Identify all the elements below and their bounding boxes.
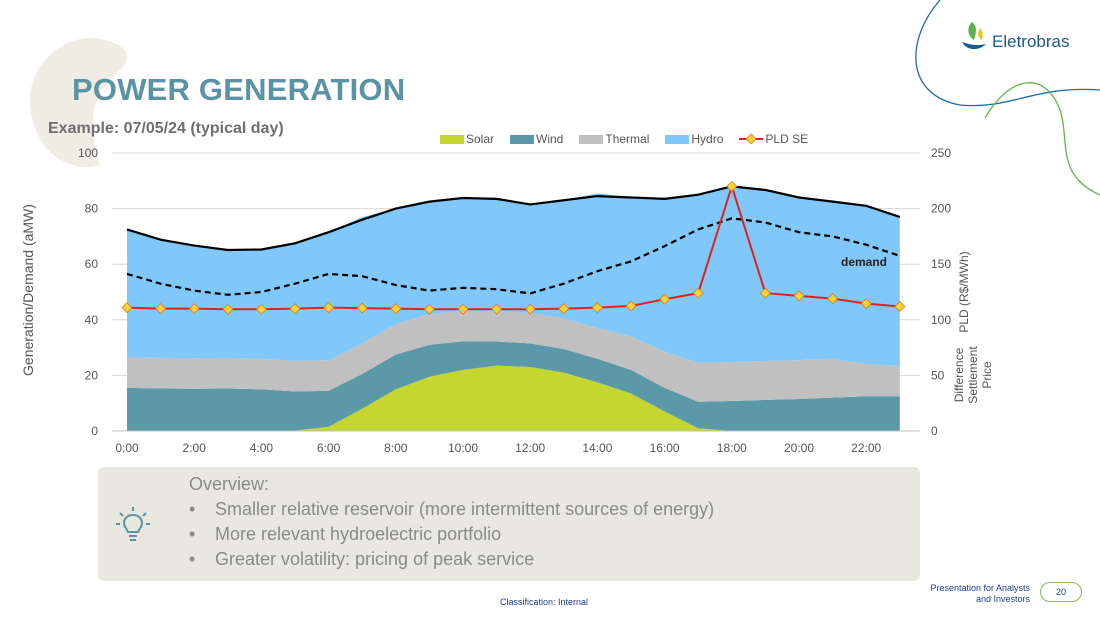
overview-item: • More relevant hydroelectric portfolio: [189, 524, 502, 544]
x-tick-label: 6:00: [317, 441, 341, 455]
x-tick-label: 4:00: [250, 441, 274, 455]
pld-point: [524, 303, 536, 315]
line-pld-se: [126, 183, 900, 311]
overview-panel: [98, 467, 920, 581]
legend-label-solar: Solar: [466, 132, 495, 146]
pld-point: [726, 180, 738, 192]
overview-item-text: Greater volatility: pricing of peak serv…: [215, 549, 535, 569]
y-axis-note-right: Settlement: [966, 346, 980, 404]
x-tick-label: 14:00: [582, 441, 612, 455]
legend-swatch-wind: [510, 134, 535, 144]
slide-title: POWER GENERATION: [72, 72, 406, 107]
x-tick-label: 18:00: [717, 441, 747, 455]
y-tick-label-left: 20: [85, 368, 99, 382]
classification-label: Classification: Internal: [500, 597, 589, 607]
legend-item-pld: PLD SE: [739, 132, 808, 146]
pld-point: [827, 293, 839, 305]
pld-point: [793, 290, 805, 302]
y-axis-note-right: Difference: [952, 347, 966, 402]
y-axis-title-right: PLD (R$/MWh): [957, 251, 971, 332]
legend-label-pld: PLD SE: [765, 132, 809, 146]
legend-item-wind: Wind: [510, 132, 563, 146]
area-wind: [127, 341, 900, 431]
pld-point: [759, 287, 771, 299]
pld-point: [356, 302, 368, 314]
overview-item-text: More relevant hydroelectric portfolio: [215, 524, 502, 544]
lightbulb-icon: [116, 507, 150, 541]
decorative-blob: [30, 38, 128, 168]
legend-swatch-thermal: [579, 134, 604, 144]
pld-point: [323, 302, 335, 314]
legend-item-solar: Solar: [440, 132, 494, 146]
y-axis-note-right: Price: [980, 361, 994, 389]
y-tick-label-right: 150: [931, 257, 951, 271]
x-tick-label: 8:00: [384, 441, 408, 455]
pld-point: [659, 293, 671, 305]
pld-point: [222, 303, 234, 315]
legend-item-thermal: Thermal: [579, 132, 649, 146]
pld-point: [155, 303, 167, 315]
y-tick-label-right: 250: [931, 146, 951, 160]
pld-point: [894, 300, 906, 312]
pld-point: [289, 303, 301, 315]
decorative-curve-green: [984, 82, 1100, 196]
pld-point: [188, 303, 200, 315]
legend-swatch-hydro: [665, 134, 690, 144]
area-thermal: [127, 310, 900, 402]
logo-text: Eletrobras: [992, 32, 1070, 51]
y-tick-label-right: 50: [931, 368, 945, 382]
line-total-generation: [126, 185, 901, 252]
chart-legend: Solar Wind Thermal Hydro PLD SE: [440, 130, 824, 148]
legend-item-hydro: Hydro: [665, 132, 723, 146]
pld-point: [558, 303, 570, 315]
y-tick-label-left: 60: [85, 257, 99, 271]
y-tick-label-left: 40: [85, 313, 99, 327]
y-tick-label-right: 200: [931, 202, 951, 216]
pld-point: [390, 303, 402, 315]
legend-swatch-solar: [440, 134, 464, 144]
x-tick-label: 22:00: [851, 441, 881, 455]
legend-label-thermal: Thermal: [605, 132, 650, 146]
pld-point: [625, 300, 637, 312]
pld-point: [692, 287, 704, 299]
demand-label: demand: [841, 255, 887, 269]
y-tick-label-right: 100: [931, 313, 951, 327]
footer-presentation-label: Presentation for Analysts and Investors: [930, 583, 1030, 604]
overview-item: • Smaller relative reservoir (more interm…: [189, 499, 715, 519]
y-tick-label-left: 0: [91, 424, 98, 438]
logo-icon: [962, 22, 986, 50]
pld-point: [860, 298, 872, 310]
overview-list: • Smaller relative reservoir (more interm…: [189, 497, 714, 572]
pld-point: [255, 303, 267, 315]
x-tick-label: 10:00: [448, 441, 478, 455]
x-tick-label: 2:00: [183, 441, 207, 455]
company-logo: Eletrobras: [958, 20, 1088, 56]
pld-point: [121, 302, 133, 314]
pld-point: [591, 302, 603, 314]
y-tick-label-right: 0: [931, 424, 938, 438]
y-tick-label-left: 100: [78, 146, 98, 160]
pld-point: [423, 303, 435, 315]
overview-item-text: Smaller relative reservoir (more intermi…: [215, 499, 715, 519]
x-tick-label: 16:00: [650, 441, 680, 455]
page-number: 20: [1040, 582, 1082, 602]
line-demand: [126, 217, 901, 296]
overview-item: • Greater volatility: pricing of peak ser…: [189, 549, 535, 569]
area-hydro: [127, 186, 900, 366]
legend-swatch-pld: [739, 133, 764, 145]
pld-point: [491, 303, 503, 315]
x-tick-label: 20:00: [784, 441, 814, 455]
x-tick-label: 12:00: [515, 441, 545, 455]
area-solar: [127, 365, 900, 431]
overview-title: Overview:: [189, 474, 270, 494]
legend-label-hydro: Hydro: [691, 132, 724, 146]
slide-subtitle: Example: 07/05/24 (typical day): [48, 120, 284, 137]
legend-label-wind: Wind: [536, 132, 564, 146]
pld-point: [457, 303, 469, 315]
y-tick-label-left: 80: [85, 202, 99, 216]
x-tick-label: 0:00: [115, 441, 139, 455]
